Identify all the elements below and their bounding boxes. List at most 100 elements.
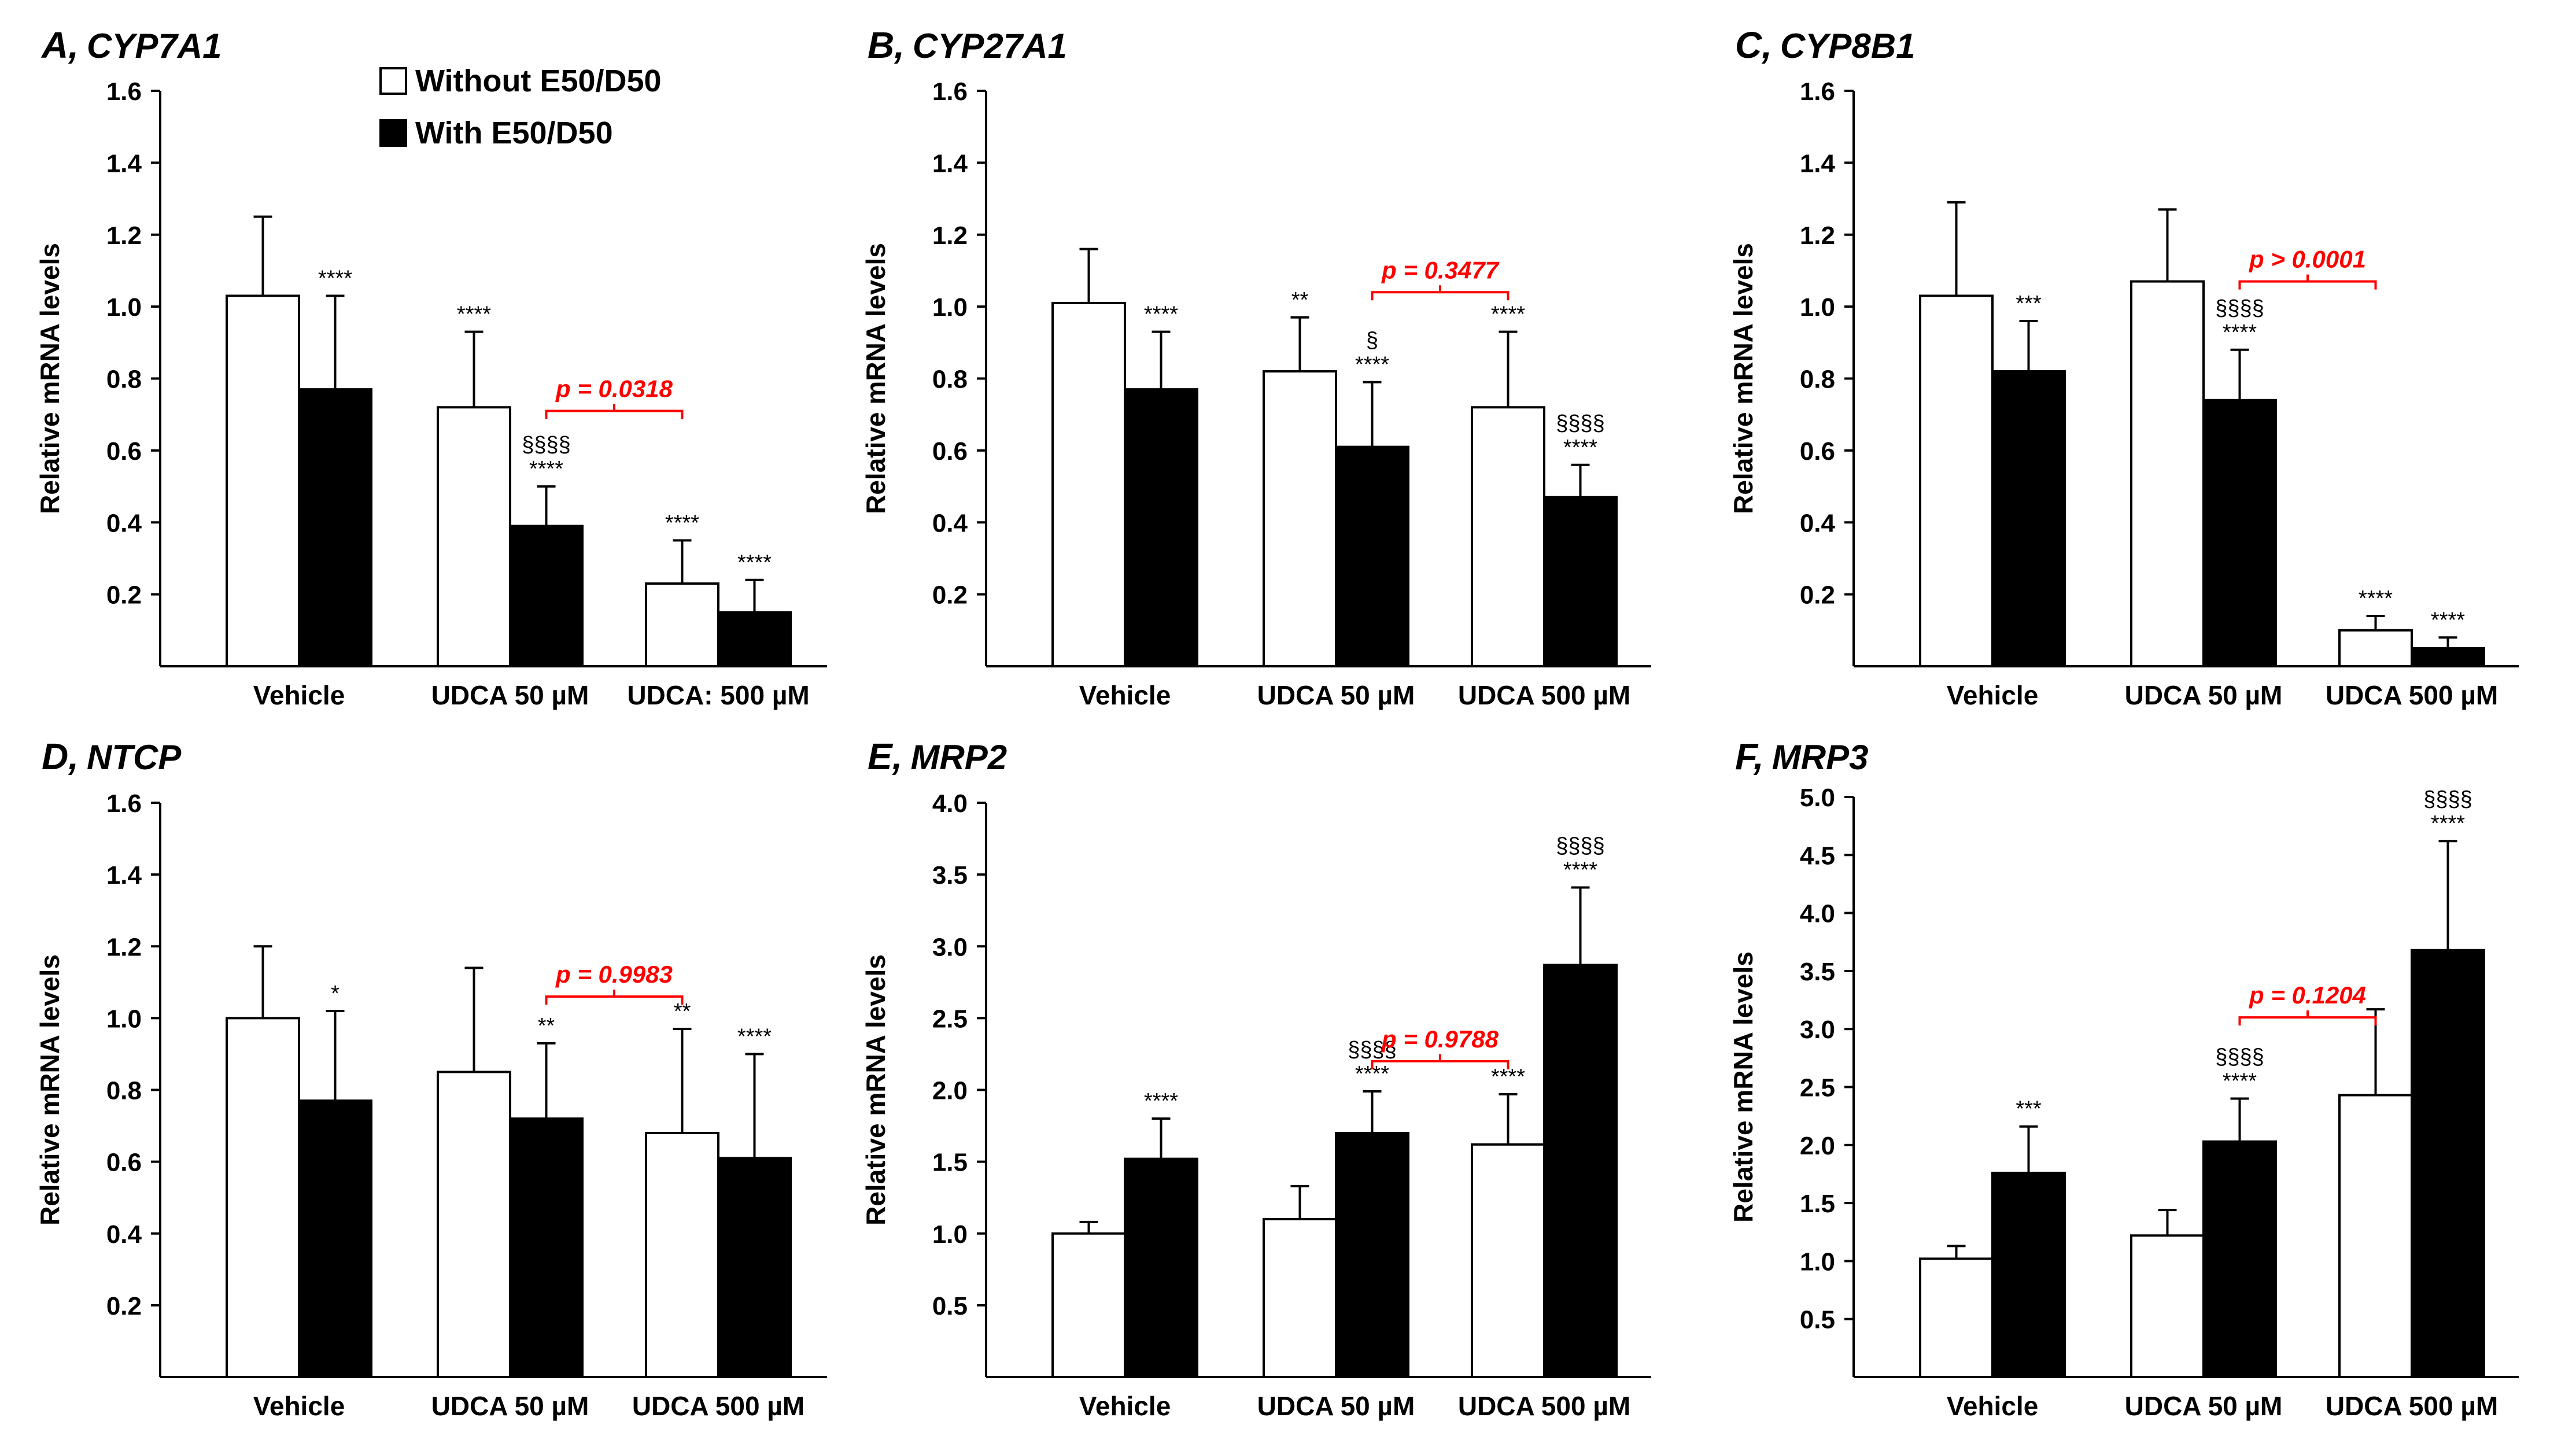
panel-4-title: D, NTCP (42, 736, 182, 777)
panel-5-ytick-label: 2.5 (932, 1005, 968, 1033)
legend-swatch-without (379, 67, 407, 95)
panel-4-category-label: UDCA 50 µM (431, 1391, 589, 1421)
panel-3-pvalue-label: p > 0.0001 (2249, 246, 2366, 273)
panel-2-significance-label: §§§§ (1556, 411, 1605, 436)
panel-6-bar-without (2130, 1234, 2205, 1379)
panel-3-ytick-label: 1.2 (1800, 222, 1835, 250)
panel-5-gene: MRP2 (910, 738, 1007, 777)
panel-6-pvalue-label: p = 0.1204 (2249, 981, 2366, 1009)
panel-6-significance-label: *** (2016, 1097, 2042, 1121)
panel-4-bar-without (437, 1071, 511, 1378)
panel-6-bar-without (1919, 1257, 1994, 1378)
panel-1-bar-with (509, 525, 584, 667)
panel-3-significance-label: §§§§ (2215, 296, 2264, 320)
panel-6-bar-with (1991, 1171, 2066, 1378)
panel-3-significance-label: *** (2016, 291, 2042, 316)
panel-2-category-label: UDCA 50 µM (1257, 680, 1415, 710)
panel-2-ylabel: Relative mRNA levels (861, 243, 891, 514)
panel-1-significance-label: **** (737, 551, 772, 575)
panel-1-pvalue-bracket (545, 404, 684, 419)
panel-1-ytick-label: 1.6 (106, 77, 142, 106)
panel-3-category-label: UDCA 500 µM (2326, 680, 2498, 710)
panel-6-ytick-label: 2.5 (1800, 1074, 1835, 1102)
panel-2-ytick-label: 0.8 (932, 366, 968, 394)
panel-3-ytick-label: 0.4 (1800, 509, 1836, 537)
panel-1-significance-label: **** (318, 266, 352, 290)
panel-3-ytick-label: 0.2 (1800, 581, 1835, 610)
panel-1-ytick-label: 1.4 (106, 149, 142, 178)
panel-1-letter: A, (40, 24, 79, 66)
panel-2-category-label: Vehicle (1079, 680, 1171, 710)
panel-5-category-label: UDCA 50 µM (1257, 1391, 1415, 1421)
panel-3-ytick-label: 0.8 (1800, 366, 1835, 394)
panel-3-letter: C, (1735, 24, 1772, 66)
panel-4-category-label: UDCA 500 µM (632, 1391, 804, 1421)
panel-5-category-label: Vehicle (1079, 1391, 1171, 1421)
panel-2-bar-with (1124, 388, 1198, 667)
panel-2-letter: B, (868, 24, 905, 66)
panel-2-ytick-label: 0.2 (932, 581, 968, 610)
panel-1-category-label: UDCA 50 µM (431, 680, 589, 710)
panel-5-ytick-label: 2.0 (932, 1077, 968, 1105)
panel-5-pvalue-label: p = 0.9788 (1381, 1025, 1499, 1053)
panel-6-pvalue-bracket (2238, 1010, 2377, 1026)
panel-2-significance-label: **** (1491, 302, 1525, 327)
panel-3-bar-without (2338, 629, 2413, 667)
panel-4-bar-with (298, 1099, 372, 1379)
panel-5-significance-label: §§§§ (1348, 1038, 1397, 1062)
panel-1-bar-with (298, 388, 372, 667)
panel-3-ytick-label: 0.6 (1800, 437, 1835, 466)
panel-5-significance-label: §§§§ (1556, 833, 1605, 858)
panel-2-ytick-label: 0.4 (932, 509, 968, 537)
panel-6-bar-with (2202, 1140, 2277, 1378)
panel-1-ylabel: Relative mRNA levels (35, 243, 65, 514)
panel-1-bar-with (717, 611, 792, 667)
panel-6-ytick-label: 5.0 (1800, 784, 1835, 812)
panel-2-ytick-label: 1.0 (932, 293, 968, 322)
panel-5-letter: E, (868, 736, 902, 777)
panel-3-significance-label: **** (2223, 320, 2257, 345)
panel-4-ytick-label: 0.8 (106, 1077, 142, 1105)
panel-3-bar-without (1919, 294, 1994, 667)
panel-4-significance-label: * (331, 981, 339, 1006)
panel-6-ytick-label: 1.5 (1800, 1190, 1835, 1218)
panel-3-ylabel: Relative mRNA levels (1728, 243, 1758, 514)
panel-1-significance-label: §§§§ (522, 433, 571, 457)
panel-2-bar-without (1263, 370, 1337, 667)
panel-4-gene: NTCP (87, 738, 182, 777)
panel-3-ytick-label: 1.6 (1800, 77, 1835, 106)
panel-3-bar-with (2411, 647, 2485, 667)
panel-1-title: A, CYP7A1 (40, 24, 222, 66)
panel-2-significance-label: **** (1355, 353, 1389, 377)
panel-6-significance-label: **** (2431, 811, 2465, 836)
panel-5-ytick-label: 1.5 (932, 1149, 968, 1177)
panel-6-title: F, MRP3 (1735, 736, 1868, 777)
panel-4-pvalue-label: p = 0.9983 (555, 961, 673, 988)
panel-4-category-label: Vehicle (253, 1391, 345, 1421)
panel-6-bar-with (2411, 949, 2485, 1378)
panel-3-significance-label: **** (2359, 586, 2393, 611)
panel-6-ytick-label: 0.5 (1800, 1306, 1835, 1334)
panel-2-bar-without (1471, 406, 1545, 667)
panel-1-ytick-label: 0.8 (106, 366, 142, 394)
panel-3-title: C, CYP8B1 (1735, 24, 1915, 66)
panel-2-significance-label: § (1366, 329, 1378, 353)
panel-5-bar-with (1335, 1131, 1409, 1378)
panel-6-ytick-label: 3.5 (1800, 958, 1835, 986)
panel-6-ytick-label: 4.5 (1800, 842, 1835, 870)
panel-6-category-label: UDCA 500 µM (2326, 1391, 2498, 1421)
panel-3-pvalue-bracket (2238, 274, 2377, 290)
panel-4-ytick-label: 0.6 (106, 1149, 142, 1177)
panel-4-pvalue-bracket (545, 990, 684, 1005)
panel-6-bar-without (2338, 1094, 2413, 1378)
panel-1-significance-label: **** (529, 457, 563, 481)
panel-1-category-label: Vehicle (253, 680, 345, 710)
panel-4-bar-without (226, 1017, 300, 1378)
panel-6-significance-label: §§§§ (2423, 787, 2472, 811)
panel-6-ytick-label: 2.0 (1800, 1132, 1835, 1160)
panel-4-bar-with (509, 1117, 584, 1379)
panel-1-pvalue-label: p = 0.0318 (555, 375, 673, 402)
panel-6-ytick-label: 3.0 (1800, 1016, 1835, 1044)
panel-3-category-label: UDCA 50 µM (2125, 680, 2283, 710)
